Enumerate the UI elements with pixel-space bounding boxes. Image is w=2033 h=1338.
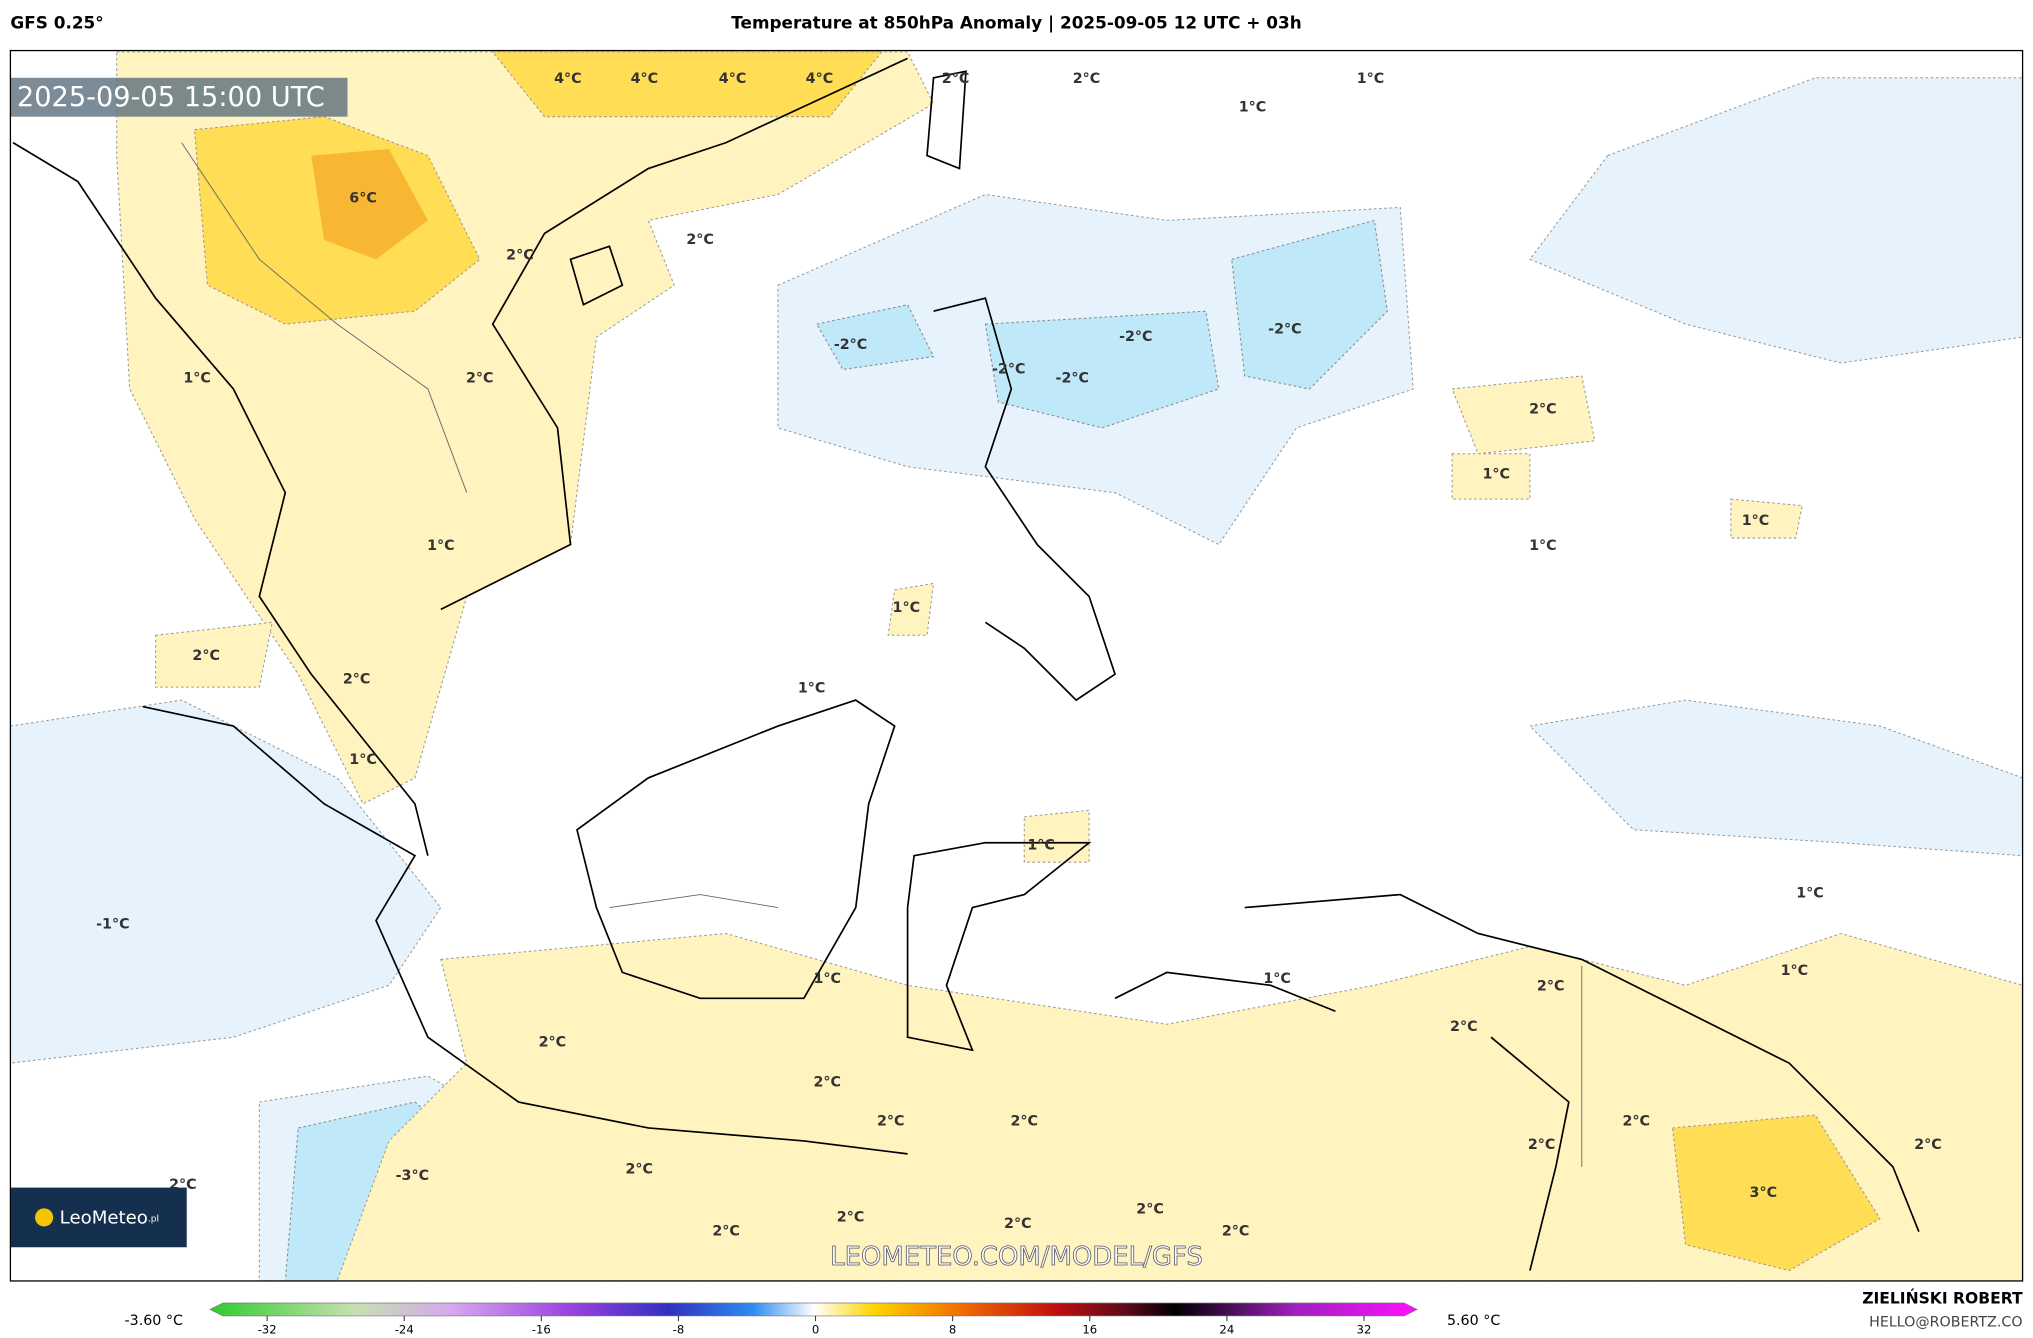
contour-label: 2°C: [1537, 979, 1565, 995]
colorbar-tick-label: -32: [258, 1323, 277, 1337]
watermark: LEOMETEO.COM/MODEL/GFS: [830, 1242, 1203, 1272]
colorbar-tick-label: -24: [395, 1323, 414, 1337]
logo-suffix: .pl: [148, 1214, 159, 1224]
contour-label: 1°C: [1027, 837, 1055, 853]
contour-label: 1°C: [427, 538, 455, 554]
contour-label: 2°C: [625, 1161, 652, 1177]
contour-label: 2°C: [1914, 1137, 1942, 1153]
contour-labels: 4°C 4°C 4°C 4°C 2°C 2°C 1°C 1°C 6°C 2°C 2°C -2°C -2°…: [96, 71, 1942, 1240]
contour-label: 1°C: [813, 971, 841, 987]
colorbar-max: 5.60 °C: [1447, 1313, 1500, 1329]
contour-label: 2°C: [1011, 1113, 1038, 1129]
email: HELLO@ROBERTZ.CO: [1869, 1314, 2022, 1330]
contour-label: 2°C: [1004, 1216, 1032, 1232]
contour-label: 2°C: [686, 232, 714, 248]
contour-label: -1°C: [96, 916, 129, 932]
contour-label: 1°C: [349, 752, 377, 768]
contour-label: 2°C: [343, 671, 370, 687]
contour-label: -2°C: [1056, 371, 1089, 387]
contour-label: 4°C: [719, 71, 747, 87]
contour-label: 1°C: [893, 600, 921, 616]
contour-label: 4°C: [554, 71, 581, 87]
contour-label: 1°C: [1529, 538, 1557, 554]
contour-label: 1°C: [1781, 963, 1809, 979]
logo-text: LeoMeteo.pl: [60, 1208, 159, 1229]
timestamp-box: [10, 77, 348, 117]
contour-label: 2°C: [877, 1113, 905, 1129]
colorbar-tick-label: 24: [1219, 1323, 1234, 1337]
contour-label: 1°C: [1263, 971, 1291, 987]
contour-label: 2°C: [813, 1075, 841, 1091]
contour-label: 1°C: [1742, 513, 1770, 529]
contour-label: 2°C: [837, 1209, 865, 1225]
colorbar-tick-label: -8: [673, 1323, 685, 1337]
contour-label: 2°C: [192, 648, 219, 664]
colorbar-tick-label: 32: [1357, 1323, 1372, 1337]
contour-label: 2°C: [1222, 1224, 1250, 1240]
contour-label: 1°C: [183, 371, 211, 387]
contour-label: 2°C: [1528, 1137, 1556, 1153]
contour-label: 1°C: [1357, 71, 1385, 87]
contour-label: 4°C: [806, 71, 833, 87]
contour-label: 1°C: [1482, 467, 1510, 483]
peak-anomaly-area: [311, 149, 428, 260]
colorbar: [209, 1302, 1418, 1317]
contour-label: 2°C: [1622, 1113, 1650, 1129]
contour-label: -2°C: [992, 362, 1025, 378]
logo-sun: [35, 1208, 54, 1227]
contour-label: 4°C: [631, 71, 659, 87]
map-frame: [9, 49, 2024, 1282]
contour-label: 1°C: [1796, 885, 1824, 901]
contour-label: 2°C: [1136, 1202, 1164, 1218]
map-title: Temperature at 850hPa Anomaly | 2025-09-…: [731, 12, 1301, 32]
model-name: GFS 0.25°: [10, 12, 103, 32]
colorbar-tick-label: -16: [532, 1323, 551, 1337]
borders: [181, 142, 1583, 1167]
contour-label: -2°C: [1119, 329, 1152, 345]
colorbar-tick-label: 0: [812, 1323, 819, 1337]
colorbar-min: -3.60 °C: [125, 1313, 184, 1329]
map-area: 4°C 4°C 4°C 4°C 2°C 2°C 1°C 1°C 6°C 2°C 2°C -2°C -2°…: [10, 50, 2023, 1281]
contour-label: -2°C: [834, 337, 867, 353]
logo-word: LeoMeteo: [60, 1208, 148, 1229]
contour-label: 2°C: [466, 371, 493, 387]
colorbar-tick-label: 8: [949, 1323, 956, 1337]
contour-label: 6°C: [349, 190, 377, 206]
contour-label: 2°C: [1073, 71, 1101, 87]
contour-label: 2°C: [506, 247, 533, 263]
contour-label: 3°C: [1750, 1185, 1778, 1201]
timestamp: 2025-09-05 15:00 UTC: [17, 82, 325, 113]
contour-label: 2°C: [1450, 1019, 1478, 1035]
contour-label: 2°C: [539, 1034, 567, 1050]
contour-label: -2°C: [1268, 321, 1301, 337]
contour-label: -3°C: [396, 1168, 429, 1184]
contour-label: 1°C: [1239, 100, 1267, 116]
contour-label: 2°C: [942, 71, 969, 87]
contour-label: 2°C: [1529, 402, 1557, 418]
coastlines: [12, 57, 1920, 1271]
colorbar-tick-label: 16: [1082, 1323, 1097, 1337]
contour-label: 1°C: [798, 680, 826, 696]
author: ZIELIŃSKI ROBERT: [1862, 1289, 2023, 1308]
contour-label: 2°C: [712, 1224, 740, 1240]
